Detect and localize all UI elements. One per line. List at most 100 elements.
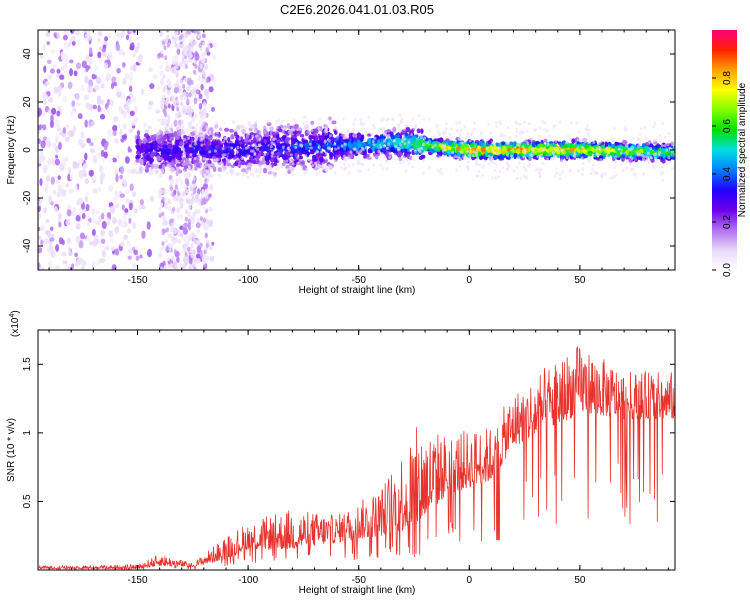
spectrogram-cell bbox=[610, 176, 613, 180]
spectrogram-cell bbox=[208, 243, 213, 251]
spectrogram-cell bbox=[72, 125, 77, 133]
spectrogram-cell bbox=[282, 145, 285, 149]
spectrogram-cell bbox=[670, 141, 675, 146]
spectrogram-cell bbox=[272, 134, 277, 138]
spectrogram-cell bbox=[547, 134, 551, 138]
spectrogram-cell bbox=[133, 249, 138, 256]
spectrogram-cell bbox=[387, 142, 390, 146]
spectrogram-cell bbox=[172, 239, 176, 245]
spectrogram-cell bbox=[631, 167, 635, 172]
spectrogram-cell bbox=[170, 96, 174, 102]
spectrogram-cell bbox=[187, 235, 191, 241]
spectrogram-cell bbox=[75, 62, 82, 70]
spectrogram-cell bbox=[458, 133, 462, 137]
spectrogram-cell bbox=[92, 229, 96, 236]
spectrogram-cell bbox=[356, 150, 359, 154]
spectrogram-cell bbox=[192, 150, 197, 155]
spectrogram-cell bbox=[493, 142, 496, 147]
spectrogram-cell bbox=[450, 137, 454, 141]
spectrogram-cell bbox=[386, 135, 390, 139]
spectrogram-cell bbox=[38, 213, 42, 220]
spectrogram-cell bbox=[249, 125, 253, 129]
spectrogram-cell bbox=[293, 139, 299, 143]
spectrogram-cell bbox=[57, 90, 62, 97]
spectrogram-cell bbox=[235, 172, 240, 177]
spectrogram-cell bbox=[180, 262, 184, 268]
spectrogram-cell bbox=[109, 99, 114, 107]
spectrogram-cell bbox=[113, 116, 119, 122]
spectrogram-cell bbox=[131, 168, 137, 174]
spectrogram-cell bbox=[637, 137, 640, 141]
spectrogram-cell bbox=[481, 164, 485, 168]
spectrogram-cell bbox=[98, 216, 102, 223]
spectrogram-cell bbox=[417, 147, 421, 151]
y-tick-label: -40 bbox=[22, 238, 33, 253]
spectrogram-cell bbox=[127, 227, 131, 234]
spectrogram-cell bbox=[179, 225, 184, 230]
spectrogram-cell bbox=[335, 151, 340, 156]
spectrogram-cell bbox=[441, 143, 445, 147]
spectrogram-cell bbox=[381, 167, 385, 171]
spectrogram-cell bbox=[185, 128, 189, 133]
spectrogram-cell bbox=[229, 170, 233, 174]
spectrogram-cell bbox=[528, 122, 531, 126]
spectrogram-cell bbox=[525, 168, 528, 173]
spectrogram-cell bbox=[215, 158, 219, 162]
spectrogram-cell bbox=[165, 37, 169, 43]
spectrogram-cell bbox=[101, 249, 106, 258]
spectrogram-cell bbox=[161, 98, 166, 104]
spectrogram-cell bbox=[662, 153, 666, 159]
spectrogram-cell bbox=[388, 155, 392, 159]
spectrogram-cell bbox=[462, 155, 465, 159]
spectrogram-cell bbox=[195, 222, 201, 229]
spectrogram-cell bbox=[112, 124, 118, 132]
spectrogram-cell bbox=[144, 129, 150, 134]
spectrogram-cell bbox=[472, 127, 476, 131]
spectrogram-cell bbox=[444, 127, 448, 131]
spectrogram-cell bbox=[277, 158, 281, 162]
spectrogram-cell bbox=[380, 152, 384, 156]
spectrogram-cell bbox=[661, 165, 664, 169]
spectrogram-cell bbox=[434, 147, 439, 152]
spectrogram-cell bbox=[139, 254, 143, 259]
spectrogram-cell bbox=[108, 185, 114, 192]
spectrogram-cell bbox=[400, 148, 405, 153]
spectrogram-cell bbox=[77, 113, 83, 120]
spectrogram-cell bbox=[324, 156, 328, 160]
spectrogram-cell bbox=[617, 147, 621, 151]
spectrogram-cell bbox=[612, 175, 616, 179]
spectrogram-cell bbox=[92, 155, 98, 164]
spectrogram-cell bbox=[107, 52, 113, 61]
spectrogram-cell bbox=[417, 114, 421, 118]
spectrogram-cell bbox=[666, 143, 670, 147]
spectrogram-cell bbox=[56, 68, 61, 74]
spectrogram-cell bbox=[169, 186, 173, 192]
x-tick-label: -50 bbox=[351, 275, 366, 286]
spectrogram-cell bbox=[119, 193, 126, 198]
spectrogram-cell bbox=[97, 51, 102, 59]
spectrogram-cell bbox=[62, 127, 67, 134]
spectrogram-cell bbox=[95, 76, 101, 84]
spectrogram-cell bbox=[121, 134, 127, 140]
spectrogram-cell bbox=[475, 154, 479, 158]
spectrogram-cell bbox=[38, 262, 41, 270]
spectrogram-cell bbox=[188, 133, 192, 138]
spectrogram-cell bbox=[194, 63, 198, 69]
spectrogram-cell bbox=[223, 137, 227, 141]
spectrogram-cell bbox=[202, 260, 206, 266]
spectrogram-cell bbox=[670, 149, 674, 154]
spectrogram-cell bbox=[502, 147, 507, 151]
spectrogram-cell bbox=[162, 87, 166, 93]
spectrogram-cell bbox=[138, 166, 143, 172]
spectrogram-cell bbox=[633, 172, 637, 176]
spectrogram-cell bbox=[643, 155, 647, 159]
spectrogram-cell bbox=[471, 154, 475, 158]
spectrogram-cell bbox=[374, 154, 379, 160]
spectrogram-cell bbox=[271, 171, 275, 175]
spectrogram-cell bbox=[48, 260, 52, 270]
spectrogram-cell bbox=[86, 30, 92, 37]
spectrogram-cell bbox=[299, 133, 305, 138]
spectrogram-cell bbox=[208, 150, 212, 154]
spectrogram-cell bbox=[101, 212, 105, 220]
spectrogram-cell bbox=[192, 175, 196, 179]
